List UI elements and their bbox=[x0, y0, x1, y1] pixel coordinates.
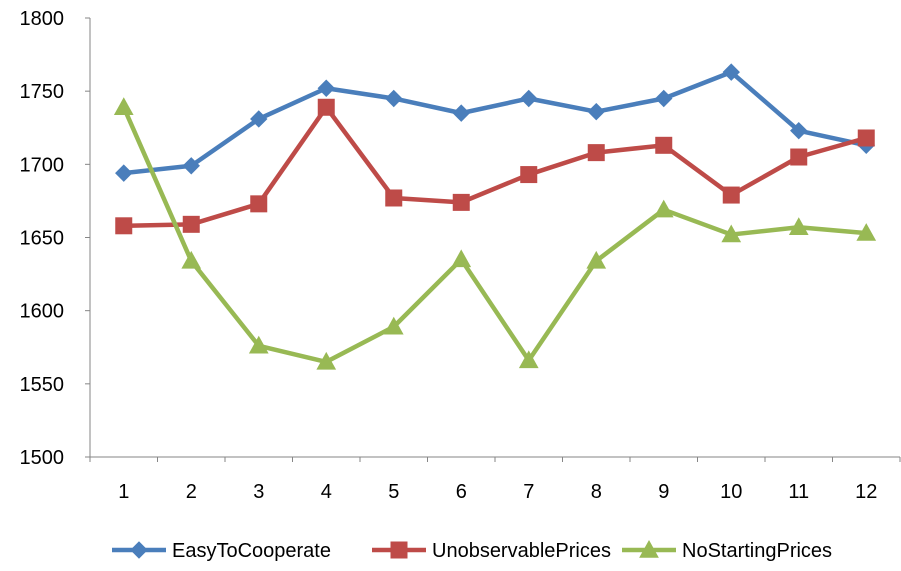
data-point-easy-to-cooperate bbox=[790, 121, 808, 140]
data-point-no-starting-prices bbox=[181, 250, 202, 269]
x-tick-labels: 1 2 3 4 5 6 7 8 9 10 11 12 bbox=[89, 457, 901, 503]
data-point-unobservable-prices bbox=[250, 195, 268, 213]
data-point-easy-to-cooperate bbox=[115, 164, 133, 182]
legend-swatch-marker bbox=[390, 541, 408, 559]
data-point-easy-to-cooperate bbox=[520, 89, 538, 108]
data-point-easy-to-cooperate bbox=[250, 110, 268, 128]
y-tick-label: 1750 bbox=[20, 81, 65, 103]
data-point-easy-to-cooperate bbox=[182, 157, 200, 175]
y-tick-label: 1600 bbox=[20, 301, 65, 323]
legend-item-easy-to-cooperate: EasyToCooperate bbox=[112, 540, 331, 562]
y-tick-label: 1550 bbox=[20, 374, 65, 396]
data-point-unobservable-prices bbox=[857, 129, 875, 147]
x-tick-label: 3 bbox=[253, 481, 264, 503]
series-line-no-starting-prices bbox=[121, 106, 867, 365]
y-tick-labels: 1500 1550 1600 1650 1700 1750 1800 bbox=[20, 8, 90, 469]
legend-item-no-starting-prices: NoStartingPrices bbox=[622, 539, 832, 562]
legend-label: UnobservablePrices bbox=[432, 540, 611, 562]
data-point-unobservable-prices bbox=[115, 217, 133, 235]
x-tick-label: 4 bbox=[321, 481, 332, 503]
legend-item-unobservable-prices: UnobservablePrices bbox=[372, 540, 611, 562]
x-tick-label: 11 bbox=[788, 481, 809, 503]
data-point-no-starting-prices bbox=[383, 316, 404, 335]
series-line-easy-to-cooperate bbox=[123, 69, 867, 176]
data-point-unobservable-prices bbox=[587, 144, 605, 162]
data-point-no-starting-prices bbox=[316, 351, 337, 370]
x-tick-label: 2 bbox=[186, 481, 197, 503]
data-point-unobservable-prices bbox=[790, 148, 808, 166]
data-point-no-starting-prices bbox=[586, 250, 607, 269]
data-point-easy-to-cooperate bbox=[587, 102, 605, 121]
x-tick-label: 5 bbox=[388, 481, 399, 503]
data-point-no-starting-prices bbox=[721, 224, 742, 243]
data-point-easy-to-cooperate bbox=[452, 104, 470, 122]
legend-label: NoStartingPrices bbox=[682, 540, 832, 562]
x-tick-label: 8 bbox=[591, 481, 602, 503]
data-point-easy-to-cooperate bbox=[722, 63, 740, 81]
legend-swatch-marker bbox=[639, 539, 659, 558]
data-point-easy-to-cooperate bbox=[317, 79, 335, 97]
x-tick-label: 7 bbox=[523, 481, 534, 503]
legend: EasyToCooperate UnobservablePrices NoStart… bbox=[112, 539, 832, 562]
y-tick-label: 1500 bbox=[20, 447, 65, 469]
legend-label: EasyToCooperate bbox=[172, 540, 331, 562]
series-unobservable-prices bbox=[115, 98, 875, 235]
data-point-unobservable-prices bbox=[452, 193, 470, 211]
y-tick-label: 1700 bbox=[20, 154, 65, 176]
data-point-unobservable-prices bbox=[317, 98, 335, 116]
y-tick-label: 1650 bbox=[20, 228, 65, 250]
data-point-unobservable-prices bbox=[520, 166, 538, 184]
x-tick-label: 9 bbox=[658, 481, 669, 503]
x-tick-label: 12 bbox=[855, 481, 877, 503]
data-point-unobservable-prices bbox=[722, 186, 740, 204]
data-point-easy-to-cooperate bbox=[655, 89, 673, 108]
data-point-no-starting-prices bbox=[788, 217, 809, 235]
data-point-no-starting-prices bbox=[856, 223, 877, 241]
legend-swatch-marker bbox=[130, 541, 148, 559]
y-tick-label: 1800 bbox=[20, 8, 65, 30]
data-point-unobservable-prices bbox=[182, 215, 200, 233]
x-tick-label: 10 bbox=[720, 481, 742, 503]
x-tick-label: 1 bbox=[118, 481, 129, 503]
data-point-no-starting-prices bbox=[113, 97, 134, 115]
series-easy-to-cooperate bbox=[115, 63, 875, 182]
x-tick-label: 6 bbox=[456, 481, 467, 503]
series-no-starting-prices bbox=[113, 97, 877, 370]
data-point-easy-to-cooperate bbox=[385, 89, 403, 108]
data-point-no-starting-prices bbox=[653, 199, 674, 218]
data-point-unobservable-prices bbox=[385, 189, 403, 207]
data-point-no-starting-prices bbox=[518, 350, 539, 369]
series-line-unobservable-prices bbox=[123, 105, 867, 229]
series-layer bbox=[113, 63, 877, 370]
data-point-no-starting-prices bbox=[248, 335, 269, 354]
data-point-unobservable-prices bbox=[655, 136, 673, 154]
data-point-no-starting-prices bbox=[451, 249, 472, 268]
